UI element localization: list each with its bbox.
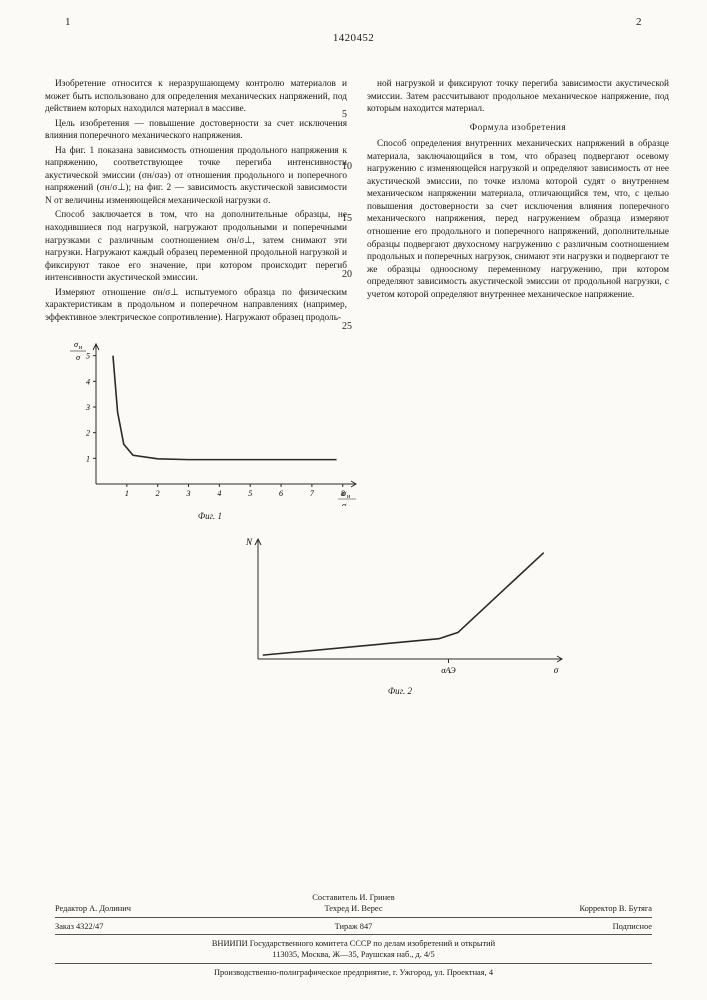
svg-text:3: 3 [85,403,90,412]
fig1-caption: Фиг. 1 [60,511,360,521]
right-column: ной нагрузкой и фиксируют точку перегиба… [367,78,669,326]
org2: 113035, Москва, Ж—35, Раушская наб., д. … [55,949,652,960]
footer: Составитель И. Гринев Редактор А. Долини… [0,892,707,978]
figure-1: 1234512345678σнσσнσ⊥ Фиг. 1 [60,336,360,521]
document-number: 1420452 [333,32,374,44]
editor: Редактор А. Долинич [55,903,254,914]
compiler: Составитель И. Гринев [55,892,652,903]
svg-text:н: н [79,345,83,351]
margin-num: 20 [342,270,352,280]
para-claim: Способ определения внутренних механическ… [367,138,669,301]
tirazh: Тираж 847 [254,921,453,932]
svg-text:2: 2 [86,429,90,438]
podpis: Подписное [453,921,652,932]
text-columns: Изобретение относится к неразрушающему к… [0,28,707,326]
left-column: Изобретение относится к неразрушающему к… [45,78,347,326]
para: Измеряют отношение σн/σ⊥ испытуемого обр… [45,287,347,325]
print: Производственно-полиграфическое предприя… [55,967,652,978]
svg-text:1: 1 [125,489,129,498]
svg-text:1: 1 [86,455,90,464]
para: Изобретение относится к неразрушающему к… [45,78,347,116]
para: Цель изобретения — повышение достовернос… [45,118,347,143]
page: 1 2 1420452 5 10 15 20 25 Изобретение от… [0,0,707,1000]
svg-text:N: N [245,537,253,547]
svg-text:⊥: ⊥ [347,505,352,506]
divider [55,917,652,918]
formula-heading: Формула изобретения [367,122,669,135]
margin-num: 15 [342,214,352,224]
techred: Техред И. Верес [254,903,453,914]
svg-text:4: 4 [217,489,221,498]
svg-text:3: 3 [186,489,191,498]
page-num-left: 1 [65,16,71,28]
divider [55,934,652,935]
footer-credits: Редактор А. Долинич Техред И. Верес Корр… [55,903,652,914]
svg-text:2: 2 [156,489,160,498]
svg-text:σАЭ: σАЭ [441,665,456,675]
order: Заказ 4322/47 [55,921,254,932]
para: ной нагрузкой и фиксируют точку перегиба… [367,78,669,116]
page-num-right: 2 [636,16,642,28]
divider [55,963,652,964]
svg-text:6: 6 [279,489,283,498]
svg-text:σ: σ [76,353,81,362]
org1: ВНИИПИ Государственного комитета СССР по… [55,938,652,949]
corrector: Корректор В. Бутяга [453,903,652,914]
fig2-svg: NσАЭ σ [230,531,570,681]
figures-area: 1234512345678σнσσнσ⊥ Фиг. 1 NσАЭσ Фиг. 2 [0,326,707,696]
svg-text:5: 5 [248,489,252,498]
svg-text:7: 7 [310,489,315,498]
para: На фиг. 1 показана зависимость отношения… [45,145,347,208]
svg-text:4: 4 [86,378,90,387]
figure-2: NσАЭ σ Фиг. 2 [230,531,570,696]
margin-num: 25 [342,322,352,332]
fig1-svg: 1234512345678σнσσнσ⊥ [60,336,360,506]
margin-num: 10 [342,162,352,172]
fig2-caption: Фиг. 2 [230,686,570,696]
para: Способ заключается в том, что на дополни… [45,209,347,284]
svg-text:σ: σ [554,665,559,675]
margin-num: 5 [342,110,347,120]
header-row: 1 2 [0,0,707,28]
footer-order: Заказ 4322/47 Тираж 847 Подписное [55,921,652,932]
svg-text:5: 5 [86,352,90,361]
